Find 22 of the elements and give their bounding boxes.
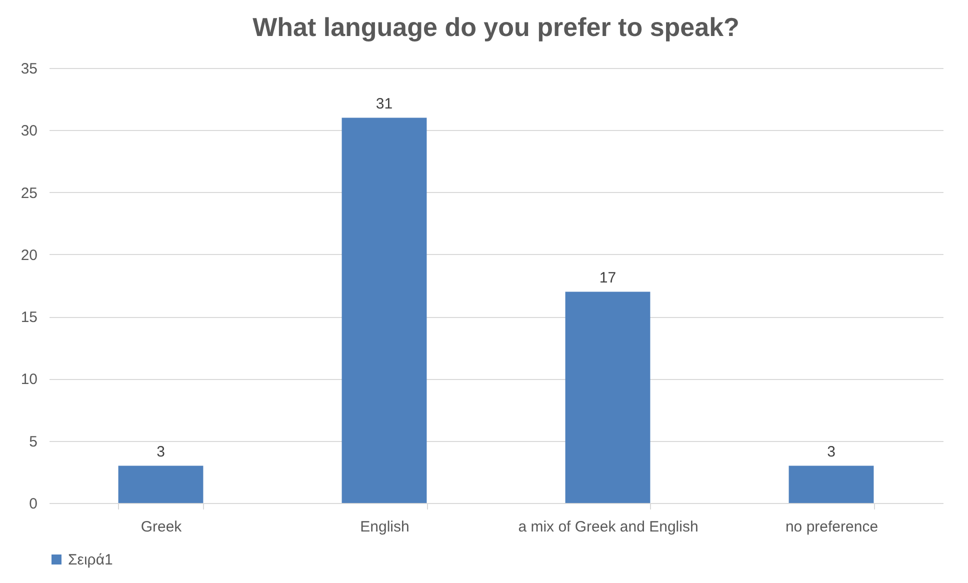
x-tick-label: no preference <box>785 518 878 536</box>
x-tick-label: English <box>360 518 410 536</box>
y-tick-label: 15 <box>20 309 38 326</box>
y-tick-label: 0 <box>29 496 38 512</box>
data-label: 17 <box>599 270 616 287</box>
bar <box>788 466 874 503</box>
x-tick-label: Greek <box>140 518 182 536</box>
y-tick-label: 30 <box>20 122 38 140</box>
chart-title: What language do you prefer to speak? <box>252 12 740 42</box>
bar <box>342 118 427 503</box>
y-tick-label: 20 <box>20 246 38 264</box>
data-label: 3 <box>156 444 165 461</box>
legend-label: Σειρά1 <box>68 552 113 568</box>
data-label: 31 <box>376 96 393 113</box>
y-tick-label: 25 <box>20 184 38 202</box>
y-tick-label: 5 <box>29 433 38 450</box>
data-label: 3 <box>827 444 836 461</box>
bar <box>118 466 204 503</box>
x-tick-label: a mix of Greek and English <box>518 518 698 536</box>
y-tick-label: 10 <box>20 371 38 388</box>
bar <box>565 292 650 503</box>
y-tick-label: 35 <box>20 60 38 78</box>
